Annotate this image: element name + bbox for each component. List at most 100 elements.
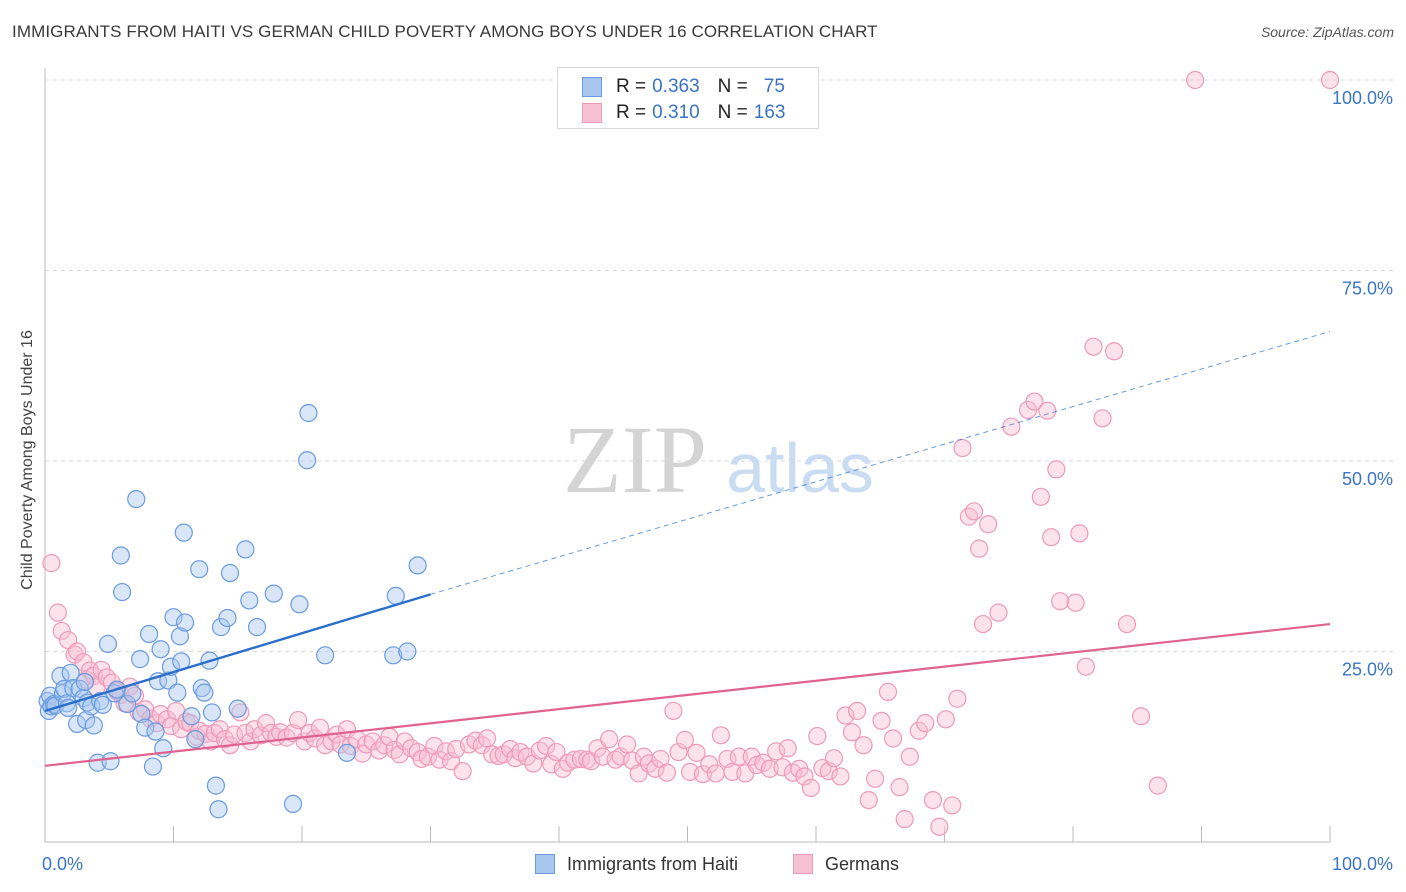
germans-point [890, 778, 909, 797]
germans-point [418, 747, 438, 766]
germans-point [953, 438, 972, 458]
germans-point [68, 642, 87, 661]
germans-point [42, 554, 61, 573]
germans-point [1320, 70, 1340, 90]
germans-point [1117, 614, 1137, 634]
chart-title: IMMIGRANTS FROM HAITI VS GERMAN CHILD PO… [12, 22, 878, 41]
legend-n-label: N = [717, 76, 748, 97]
haiti-point [236, 540, 255, 559]
haiti-point [132, 704, 151, 724]
legend-n-value: 163 [753, 102, 786, 123]
y-tick-label: 100.0% [1332, 88, 1393, 108]
germans-point [1185, 70, 1205, 90]
germans-trend-line [44, 622, 1331, 767]
germans-point [1038, 401, 1057, 420]
germans-point [866, 769, 885, 788]
germans-point [425, 736, 444, 756]
germans-point [824, 749, 844, 768]
haiti-point [398, 642, 417, 661]
germans-point [310, 718, 330, 737]
y-axis-label: Child Poverty Among Boys Under 16 [19, 330, 36, 590]
haiti-point [75, 672, 94, 692]
germans-point [1084, 337, 1103, 356]
watermark: ZIP atlas [563, 406, 874, 513]
germans-point [854, 736, 873, 755]
germans-point [224, 725, 243, 744]
haiti-point [101, 752, 120, 771]
haiti-point [111, 546, 130, 565]
haiti-point [247, 618, 267, 637]
germans-point [537, 736, 556, 756]
haiti-point [316, 646, 335, 665]
haiti-point [195, 683, 214, 702]
germans-point [1132, 707, 1151, 726]
bottom-legend-swatch-haiti [535, 854, 555, 874]
haiti-point [298, 451, 317, 470]
correlation-legend: R = 0.363 N = 75 R = 0.310 N = 163 [557, 67, 819, 129]
germans-point [848, 701, 867, 721]
germans-point [1093, 409, 1112, 428]
bottom-legend-label-haiti: Immigrants from Haiti [567, 853, 739, 874]
germans-point [97, 668, 116, 687]
germans-point [618, 735, 637, 754]
legend-row-haiti: R = 0.363 N = 75 [582, 74, 785, 100]
germans-point [883, 729, 903, 748]
germans-point [964, 502, 984, 521]
haiti-point [283, 794, 303, 814]
germans-point [289, 710, 308, 730]
germans-point [979, 515, 998, 534]
haiti-point [146, 722, 165, 741]
haiti-point [159, 671, 178, 690]
germans-point [909, 721, 928, 740]
haiti-point [136, 718, 155, 737]
haiti-point [130, 650, 150, 669]
germans-point [808, 726, 827, 746]
germans-point [657, 763, 677, 782]
germans-point [370, 741, 389, 760]
germans-point [948, 689, 967, 708]
germans-point [916, 714, 935, 733]
germans-point [1042, 528, 1061, 547]
germans-point [801, 778, 820, 797]
germans-point [959, 507, 979, 526]
germans-point [1031, 487, 1050, 506]
germans-point [895, 810, 914, 829]
axes [44, 68, 1331, 843]
bottom-legend-haiti: Immigrants from Haiti [535, 852, 738, 876]
germans-point [687, 743, 706, 762]
germans-point [477, 729, 497, 748]
germans-point [943, 796, 962, 815]
y-tick-label: 75.0% [1342, 279, 1393, 299]
x-tick-label-min: 0.0% [42, 854, 83, 874]
germans-point [547, 742, 566, 762]
germans-point [664, 701, 683, 721]
germans-point [693, 765, 713, 784]
germans-point [700, 755, 719, 774]
haiti-point [175, 613, 195, 632]
germans-point [1076, 657, 1095, 676]
watermark-atlas: atlas [726, 429, 874, 507]
haiti-point [384, 646, 403, 665]
haiti-point [84, 716, 103, 735]
bottom-legend-germans: Germans [793, 852, 899, 876]
germans-point [842, 723, 862, 742]
germans-point [767, 742, 786, 761]
haiti-point [118, 694, 137, 714]
germans-point [836, 706, 855, 725]
haiti-point [112, 582, 132, 602]
legend-swatch-germans [582, 103, 602, 123]
legend-r-label: R = [616, 76, 647, 97]
germans-point [646, 759, 665, 778]
germans-point [1051, 592, 1070, 611]
legend-row-germans: R = 0.310 N = 163 [582, 100, 785, 126]
legend-n-value: 75 [763, 76, 785, 97]
germans-point [878, 682, 898, 701]
haiti-point [127, 490, 146, 509]
haiti-point [151, 640, 170, 659]
haiti-point [408, 556, 427, 575]
germans-point [52, 621, 71, 641]
trend-lines [44, 330, 1331, 767]
haiti-point [168, 683, 187, 702]
haiti-point [299, 403, 318, 423]
y-tick-label: 50.0% [1342, 469, 1393, 489]
